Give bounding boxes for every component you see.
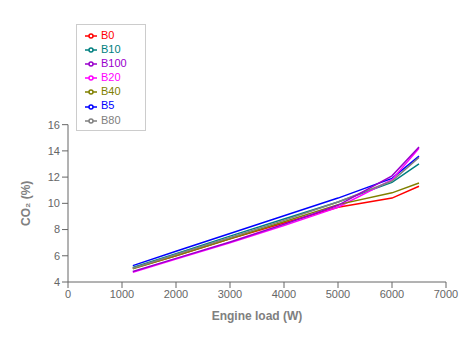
svg-text:4: 4 xyxy=(54,276,60,288)
svg-text:14: 14 xyxy=(48,145,60,157)
svg-text:7000: 7000 xyxy=(434,288,458,300)
svg-text:12: 12 xyxy=(48,171,60,183)
svg-text:3000: 3000 xyxy=(218,288,242,300)
html-text:B20: B20 xyxy=(101,71,121,84)
html-text:B0: B0 xyxy=(101,29,115,41)
svg-text:CO₂ (%): CO₂ (%) xyxy=(19,181,33,226)
html-text:B80: B80 xyxy=(101,113,121,126)
html-text:B40: B40 xyxy=(101,85,121,98)
svg-text:8: 8 xyxy=(54,223,60,235)
svg-text:5000: 5000 xyxy=(326,288,350,300)
html-text:B5: B5 xyxy=(101,99,115,112)
svg-text:6000: 6000 xyxy=(380,288,404,300)
svg-text:0: 0 xyxy=(65,288,71,300)
svg-text:1000: 1000 xyxy=(110,288,134,300)
html-text:B100: B100 xyxy=(101,57,127,70)
svg-text:6: 6 xyxy=(54,250,60,262)
svg-text:16: 16 xyxy=(48,119,60,131)
svg-text:10: 10 xyxy=(48,197,60,209)
svg-text:4000: 4000 xyxy=(272,288,296,300)
html-text:B10: B10 xyxy=(101,43,121,56)
svg-text:Engine load (W): Engine load (W) xyxy=(212,309,303,323)
svg-text:2000: 2000 xyxy=(164,288,188,300)
